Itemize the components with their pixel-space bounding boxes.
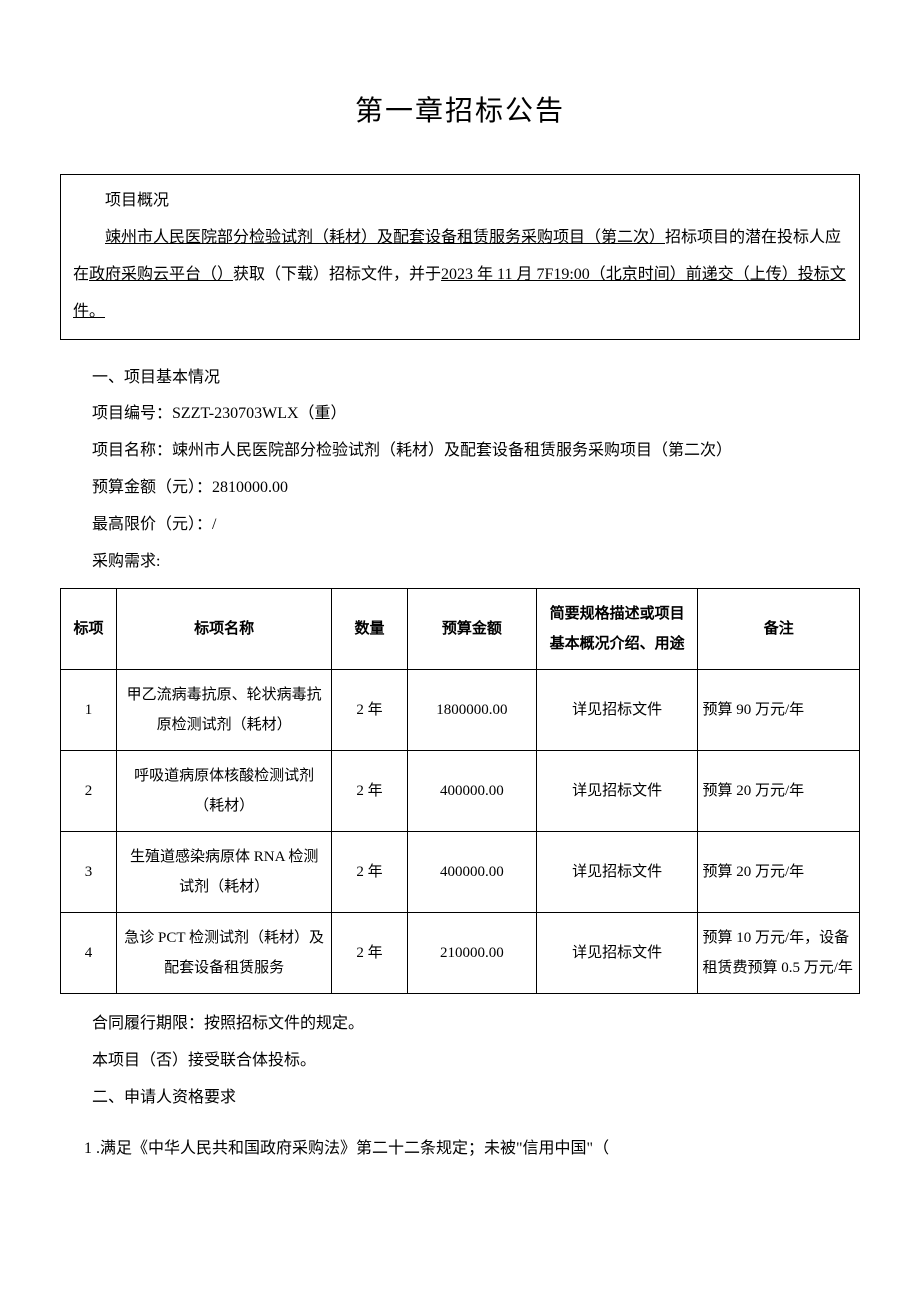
project-no-line: 项目编号：SZZT-230703WLX（重） [60, 396, 860, 433]
project-name-line: 项目名称：竦州市人民医院部分检验试剂（耗材）及配套设备租赁服务采购项目（第二次） [60, 433, 860, 470]
overview-body: 竦州市人民医院部分检验试剂（耗材）及配套设备租赁服务采购项目（第二次）招标项目的… [73, 220, 847, 330]
max-price-label: 最高限价（元）： [92, 516, 212, 533]
cell-budget: 400000.00 [407, 832, 536, 913]
cell-name: 甲乙流病毒抗原、轮状病毒抗原检测试剂（耗材） [116, 670, 331, 751]
cell-budget: 210000.00 [407, 913, 536, 994]
budget-value: 2810000.00 [212, 479, 288, 496]
cell-qty: 2 年 [332, 913, 407, 994]
table-row: 2呼吸道病原体核酸检测试剂（耗材）2 年400000.00详见招标文件预算 20… [61, 751, 860, 832]
budget-line: 预算金额（元）：2810000.00 [60, 470, 860, 507]
cell-spec: 详见招标文件 [536, 913, 698, 994]
table-row: 1甲乙流病毒抗原、轮状病毒抗原检测试剂（耗材）2 年1800000.00详见招标… [61, 670, 860, 751]
th-qty: 数量 [332, 589, 407, 670]
joint-bid: 本项目（否）接受联合体投标。 [60, 1043, 860, 1080]
cell-note: 预算 20 万元/年 [698, 751, 860, 832]
cell-name: 急诊 PCT 检测试剂（耗材）及配套设备租赁服务 [116, 913, 331, 994]
cell-budget: 400000.00 [407, 751, 536, 832]
cell-idx: 1 [61, 670, 117, 751]
budget-label: 预算金额（元）： [92, 479, 212, 496]
cell-note: 预算 10 万元/年，设备租赁费预算 0.5 万元/年 [698, 913, 860, 994]
qualification-item-1: 1 .满足《中华人民共和国政府采购法》第二十二条规定；未被"信用中国"（ [60, 1131, 860, 1168]
th-idx: 标项 [61, 589, 117, 670]
chapter-title: 第一章招标公告 [60, 80, 860, 144]
cell-qty: 2 年 [332, 832, 407, 913]
cell-name: 呼吸道病原体核酸检测试剂（耗材） [116, 751, 331, 832]
overview-heading: 项目概况 [73, 183, 847, 220]
cell-idx: 4 [61, 913, 117, 994]
cell-note: 预算 90 万元/年 [698, 670, 860, 751]
overview-mid: 获取（下载）招标文件，并于 [233, 266, 441, 283]
overview-box: 项目概况 竦州市人民医院部分检验试剂（耗材）及配套设备租赁服务采购项目（第二次）… [60, 174, 860, 339]
table-header-row: 标项 标项名称 数量 预算金额 简要规格描述或项目基本概况介绍、用途 备注 [61, 589, 860, 670]
cell-spec: 详见招标文件 [536, 751, 698, 832]
max-price-value: / [212, 516, 216, 533]
requirements-table: 标项 标项名称 数量 预算金额 简要规格描述或项目基本概况介绍、用途 备注 1甲… [60, 588, 860, 994]
th-budget: 预算金额 [407, 589, 536, 670]
project-no-label: 项目编号： [92, 405, 172, 422]
table-row: 3生殖道感染病原体 RNA 检测试剂（耗材）2 年400000.00详见招标文件… [61, 832, 860, 913]
th-name: 标项名称 [116, 589, 331, 670]
th-spec: 简要规格描述或项目基本概况介绍、用途 [536, 589, 698, 670]
purchase-need-label: 采购需求: [60, 544, 860, 581]
th-note: 备注 [698, 589, 860, 670]
project-name-label: 项目名称： [92, 442, 172, 459]
section1-heading: 一、项目基本情况 [60, 360, 860, 397]
cell-budget: 1800000.00 [407, 670, 536, 751]
max-price-line: 最高限价（元）：/ [60, 507, 860, 544]
cell-qty: 2 年 [332, 751, 407, 832]
contract-period: 合同履行期限：按照招标文件的规定。 [60, 1006, 860, 1043]
cell-idx: 2 [61, 751, 117, 832]
project-name-value: 竦州市人民医院部分检验试剂（耗材）及配套设备租赁服务采购项目（第二次） [172, 442, 732, 459]
table-row: 4急诊 PCT 检测试剂（耗材）及配套设备租赁服务2 年210000.00详见招… [61, 913, 860, 994]
cell-spec: 详见招标文件 [536, 670, 698, 751]
cell-spec: 详见招标文件 [536, 832, 698, 913]
overview-project-name: 竦州市人民医院部分检验试剂（耗材）及配套设备租赁服务采购项目（第二次） [105, 229, 665, 246]
overview-platform: 政府采购云平台（） [89, 266, 233, 283]
cell-name: 生殖道感染病原体 RNA 检测试剂（耗材） [116, 832, 331, 913]
cell-qty: 2 年 [332, 670, 407, 751]
section2-heading: 二、申请人资格要求 [60, 1080, 860, 1117]
cell-idx: 3 [61, 832, 117, 913]
cell-note: 预算 20 万元/年 [698, 832, 860, 913]
project-no-value: SZZT-230703WLX（重） [172, 405, 347, 422]
